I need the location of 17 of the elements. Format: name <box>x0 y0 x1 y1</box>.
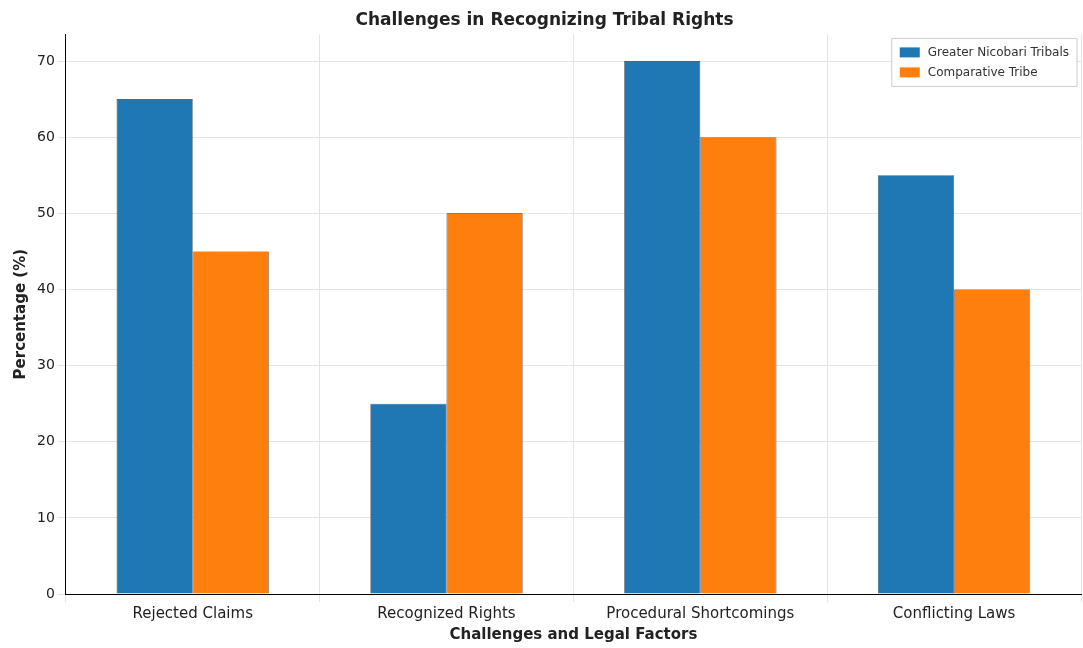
legend-label: Greater Nicobari Tribals <box>927 44 1069 59</box>
y-tick-label: 30 <box>36 356 55 373</box>
x-axis-title: Challenges and Legal Factors <box>449 624 698 643</box>
x-tick-label: Procedural Shortcomings <box>606 603 795 622</box>
x-tick-label: Conflicting Laws <box>892 603 1016 622</box>
chart-title: Challenges in Recognizing Tribal Rights <box>355 8 734 29</box>
y-axis-title: Percentage (%) <box>10 248 29 380</box>
legend-label: Comparative Tribe <box>927 64 1038 79</box>
y-tick-label: 20 <box>36 432 55 449</box>
x-tick-label: Rejected Claims <box>132 603 254 622</box>
y-tick-label: 40 <box>36 280 55 297</box>
y-tick-label: 70 <box>36 51 55 68</box>
x-tick-label: Recognized Rights <box>377 603 516 622</box>
y-tick-label: 10 <box>36 508 55 525</box>
y-tick-label: 0 <box>45 584 55 601</box>
y-tick-label: 60 <box>36 127 55 144</box>
y-tick-label: 50 <box>36 203 55 220</box>
